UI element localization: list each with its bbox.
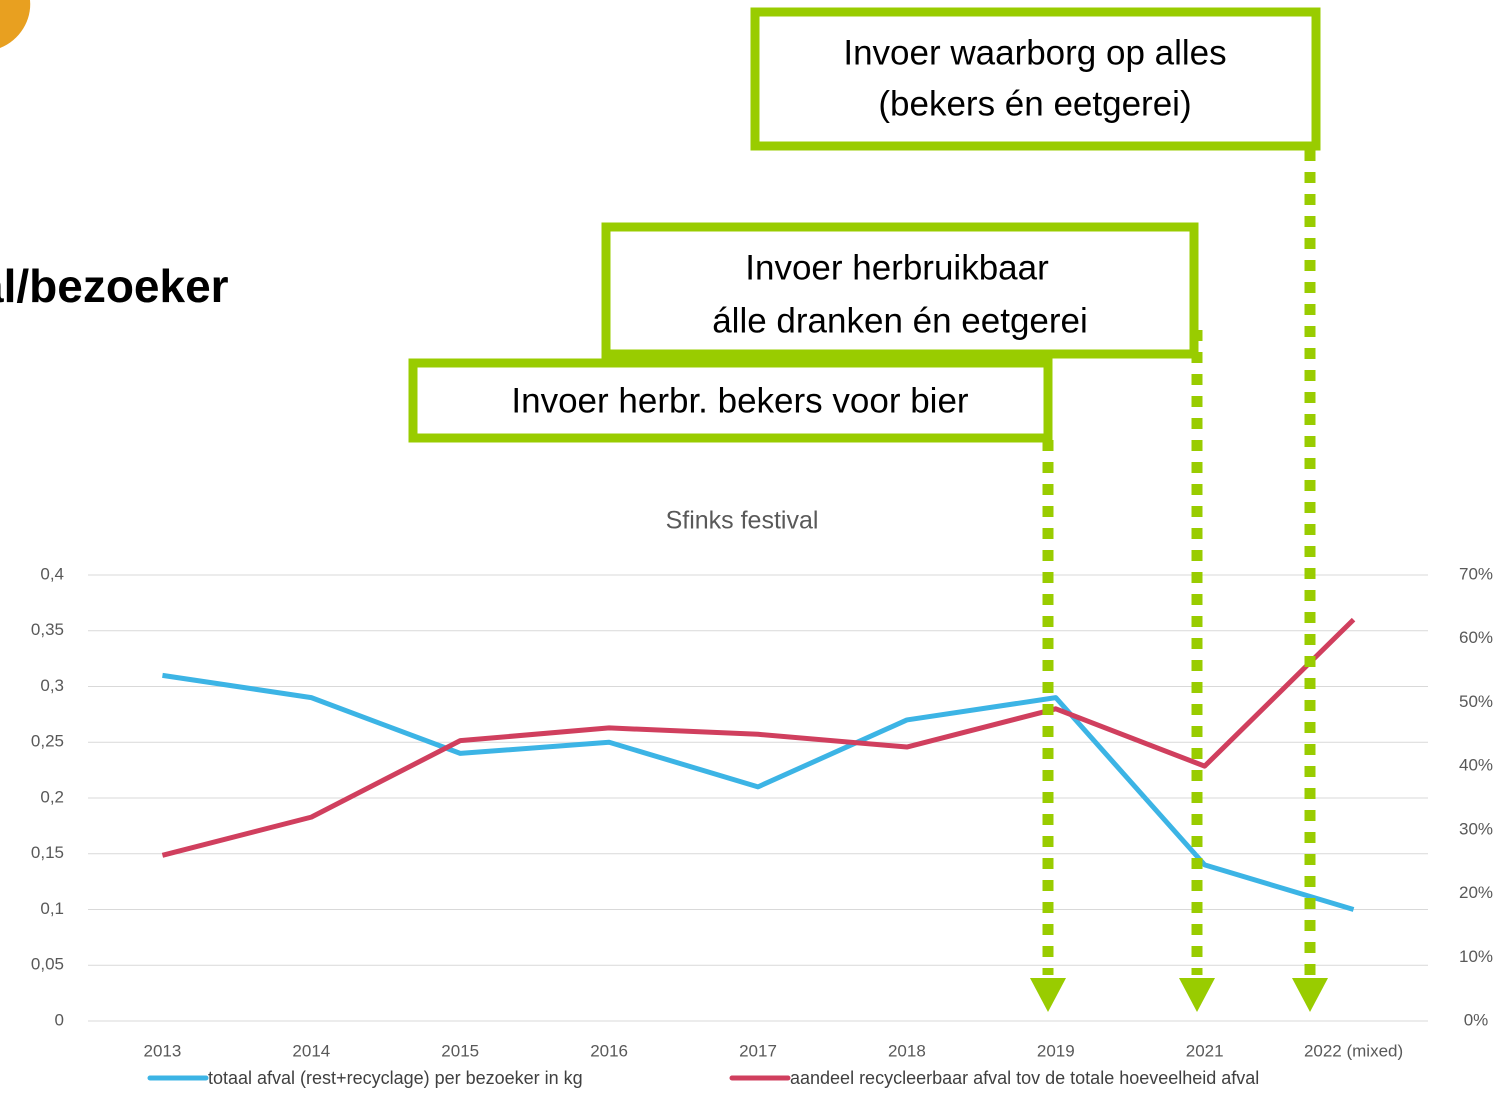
x-tick-label: 2013 (144, 1041, 182, 1060)
arrows (1042, 150, 1316, 975)
plot: 0 0,05 0,1 0,15 0,2 0,25 0,3 0,35 0,4 0% 10% 20% 30%… (31, 564, 1493, 1087)
y-tick-label: 0,3 (40, 676, 64, 695)
annotation-text: Invoer herbr. bekers voor bier (511, 381, 969, 420)
annotation-text: álle dranken én eetgerei (712, 301, 1088, 340)
y2-tick-label: 40% (1459, 756, 1493, 775)
x-tick-label: 2017 (739, 1041, 777, 1060)
slide-heading: al/bezoeker (0, 260, 229, 312)
y2-tick-label: 60% (1459, 628, 1493, 647)
arrow-head (1179, 978, 1215, 1012)
legend-label: totaal afval (rest+recyclage) per bezoek… (208, 1068, 583, 1088)
y-tick-label: 0,15 (31, 843, 64, 862)
y-tick-label: 0,35 (31, 620, 64, 639)
arrow-head (1030, 978, 1066, 1012)
x-tick-label: 2022 (mixed) (1304, 1041, 1403, 1060)
arrow-heads (1030, 978, 1328, 1012)
y2-tick-label: 50% (1459, 692, 1493, 711)
y-tick-label: 0,05 (31, 955, 64, 974)
legend-label: aandeel recycleerbaar afval tov de total… (790, 1068, 1259, 1088)
y2-tick-label: 30% (1459, 819, 1493, 838)
annotation-text: Invoer herbruikbaar (745, 248, 1049, 287)
x-tick-label: 2021 (1186, 1041, 1224, 1060)
annotation-text: Invoer waarborg op alles (843, 33, 1226, 72)
annotation-box (601, 222, 1199, 359)
data-line (161, 617, 1356, 858)
logo-fragment (0, 0, 31, 48)
y2-tick-label: 20% (1459, 883, 1493, 902)
x-tick-label: 2019 (1037, 1041, 1075, 1060)
y-tick-label: 0 (55, 1010, 64, 1029)
annotation-box (750, 7, 1321, 151)
x-tick-label: 2016 (590, 1041, 628, 1060)
data-line (162, 672, 1355, 912)
x-tick-label: 2018 (888, 1041, 926, 1060)
x-tick-label: 2014 (292, 1041, 330, 1060)
y-tick-label: 0,25 (31, 732, 64, 751)
chart-title: Sfinks festival (666, 507, 819, 535)
x-tick-label: 2015 (441, 1041, 479, 1060)
y-tick-label: 0,4 (40, 564, 64, 583)
y2-tick-label: 0% (1464, 1010, 1489, 1029)
y2-tick-label: 70% (1459, 564, 1493, 583)
y-tick-label: 0,2 (40, 787, 64, 806)
y2-tick-label: 10% (1459, 947, 1493, 966)
arrow-head (1292, 978, 1328, 1012)
annotation-text: (bekers én eetgerei) (878, 84, 1191, 123)
y-tick-label: 0,1 (40, 899, 64, 918)
annotation-box (408, 358, 1053, 443)
